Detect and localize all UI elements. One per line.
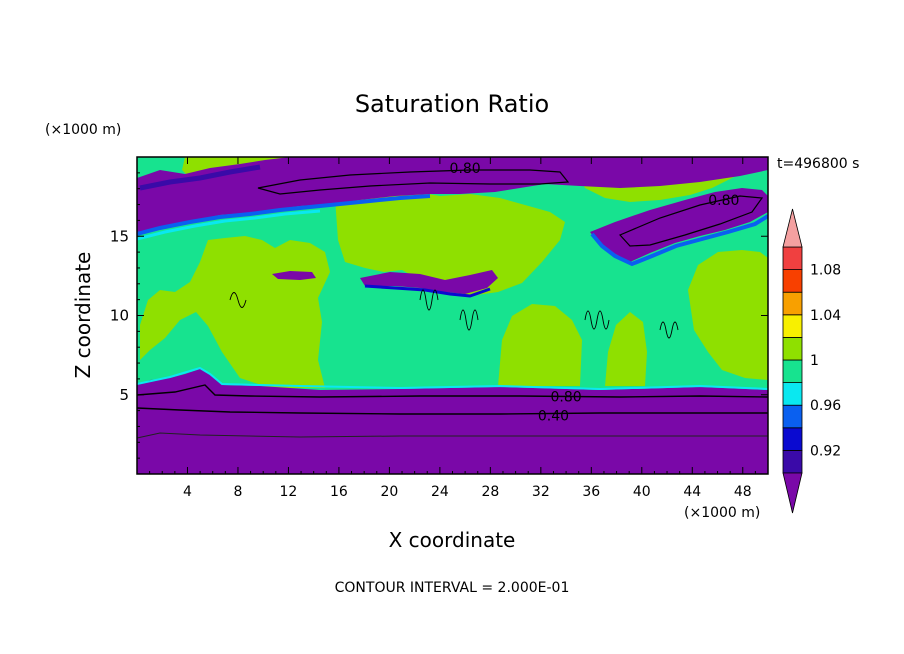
x-units-label: (×1000 m) — [684, 505, 760, 521]
colorbar-segment — [782, 404, 803, 429]
colorbar-segment — [782, 291, 803, 316]
contour-interval-footer: CONTOUR INTERVAL = 2.000E-01 — [335, 580, 570, 596]
colorbar-over-arrow — [782, 208, 803, 248]
region-purple-upper-right — [590, 188, 768, 262]
region-purple-mid-streak — [360, 270, 498, 294]
contour-line-upper-left — [257, 169, 570, 195]
y-units-label: (×1000 m) — [45, 122, 121, 138]
colorbar-label: 0.96 — [810, 398, 841, 414]
time-label: t=496800 s — [777, 156, 859, 172]
region-green-right — [688, 250, 768, 380]
colorbar-label: 1.04 — [810, 308, 841, 324]
colorbar-segment — [782, 336, 803, 361]
chart-title: Saturation Ratio — [355, 90, 549, 118]
colorbar-label: 0.92 — [810, 443, 841, 459]
y-tick-label: 15 — [110, 227, 129, 245]
plot-area — [137, 157, 768, 474]
edge-blue-right — [590, 214, 768, 267]
edge-cyan-lower — [137, 366, 768, 391]
x-tick-label: 40 — [633, 484, 651, 500]
edge-cyan-upper — [137, 209, 321, 241]
colorbar-label: 1 — [810, 353, 819, 369]
x-tick-label: 12 — [280, 484, 298, 500]
x-tick-label: 8 — [233, 484, 242, 500]
contour-label: 0.80 — [550, 389, 581, 405]
x-tick-label: 20 — [380, 484, 398, 500]
region-green-low-center — [498, 304, 582, 386]
colorbar: 1.08 1.04 1 0.96 0.92 — [782, 208, 841, 514]
region-purple-upper-left — [137, 157, 768, 232]
x-tick-label: 32 — [532, 484, 550, 500]
colorbar-segment — [782, 359, 803, 384]
region-purple-small-streak — [272, 271, 316, 280]
y-tick-label: 5 — [119, 386, 129, 404]
contour-fragments — [229, 289, 679, 339]
edge-navy-top — [139, 164, 261, 191]
region-green-center — [335, 190, 565, 296]
colorbar-segment — [782, 246, 803, 271]
x-tick-label: 48 — [734, 484, 752, 500]
colorbar-segment — [782, 314, 803, 338]
contour-line-080-lower — [137, 384, 768, 398]
region-purple-lower-layer — [137, 369, 768, 474]
colorbar-segment — [782, 269, 803, 293]
x-tick-label: 16 — [330, 484, 348, 500]
colorbar-segment — [782, 427, 803, 451]
x-tick-label: 28 — [481, 484, 499, 500]
x-tick-label: 4 — [183, 484, 192, 500]
edge-blue-streak — [364, 284, 491, 298]
x-tick-label: 36 — [582, 484, 600, 500]
contour-line-030 — [137, 432, 768, 439]
contour-label: 0.40 — [538, 408, 569, 424]
contour-line-040 — [137, 407, 768, 415]
y-axis-label: Z coordinate — [71, 252, 95, 379]
edge-blue-upper — [137, 194, 431, 236]
contour-label: 0.80 — [708, 193, 739, 209]
x-axis-label: X coordinate — [389, 528, 516, 552]
x-tick-label: 24 — [431, 484, 449, 500]
contour-labels: 0.80 0.80 0.80 0.40 — [450, 161, 740, 424]
contour-line-upper-right — [618, 195, 764, 247]
y-tick-label: 10 — [110, 307, 129, 325]
region-green-low-right — [605, 312, 647, 386]
colorbar-segment — [782, 382, 803, 406]
colorbar-label: 1.08 — [810, 263, 841, 279]
colorbar-under-arrow — [782, 472, 803, 514]
contour-label: 0.80 — [450, 161, 481, 177]
colorbar-segment — [782, 449, 803, 474]
x-axis: 4 8 12 16 20 24 28 32 36 40 44 48 — [149, 157, 756, 500]
y-axis: 5 10 15 — [110, 172, 768, 459]
x-tick-label: 44 — [683, 484, 701, 500]
